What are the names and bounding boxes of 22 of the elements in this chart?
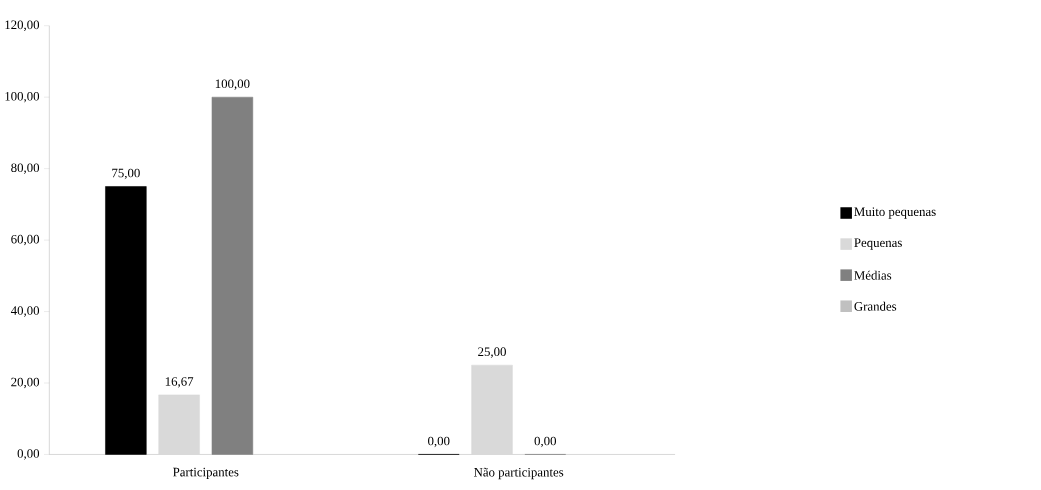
legend-label: Pequenas <box>854 238 902 250</box>
y-tick-label: 100,00 <box>5 91 40 103</box>
y-tick-label: 80,00 <box>11 163 40 174</box>
y-tick-label: 0,00 <box>17 449 40 460</box>
data-label: 0,00 <box>534 436 557 448</box>
bar <box>158 394 200 455</box>
legend-label: Médias <box>854 270 892 280</box>
data-label: 75,00 <box>112 168 140 180</box>
x-tick-label: Participantes <box>173 467 239 480</box>
bar <box>471 364 513 455</box>
y-tick-label: 120,00 <box>5 20 40 31</box>
legend-label: Muito pequenas <box>854 207 936 219</box>
bar <box>105 186 147 455</box>
legend-label: Grandes <box>854 301 897 311</box>
y-tick-label: 20,00 <box>11 377 40 389</box>
data-label: 16,67 <box>165 377 194 388</box>
data-label: 25,00 <box>478 347 506 358</box>
x-tick-label: Não participantes <box>473 467 564 480</box>
y-tick-label: 40,00 <box>10 306 40 317</box>
data-label: 100,00 <box>215 79 250 90</box>
y-tick-label: 60,00 <box>11 234 40 246</box>
data-label: 0,00 <box>428 436 450 448</box>
